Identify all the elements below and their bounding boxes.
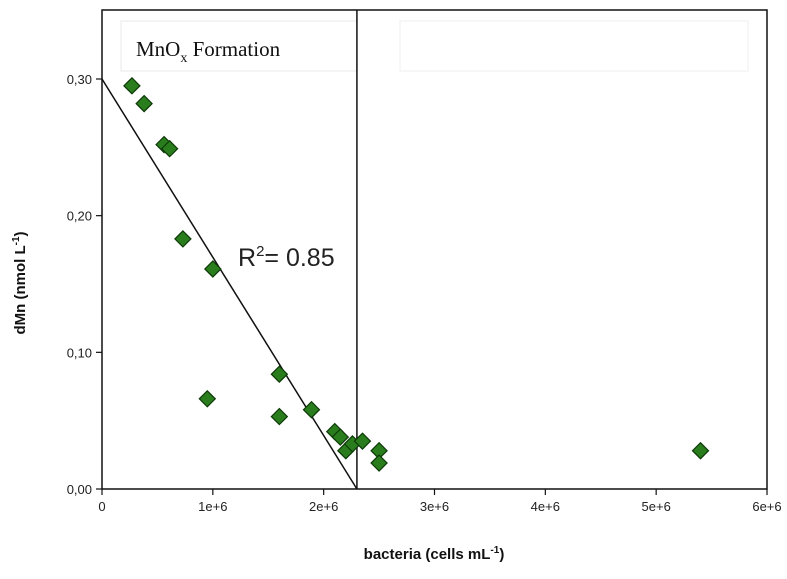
data-point	[198, 389, 217, 408]
data-point	[302, 400, 321, 419]
data-point	[174, 230, 192, 248]
x-tick-label: 5e+6	[642, 499, 671, 514]
region-label: MnOx Formation	[136, 37, 281, 66]
data-point	[331, 428, 350, 446]
data-point	[123, 76, 141, 95]
data-point	[160, 139, 179, 158]
empty-legend-box	[399, 20, 749, 72]
plot-area: 0 1e+6 2e+6 3e+6 4e+6 5e+6 6e+6 0,00 0,10 0,20 0,3…	[67, 9, 782, 514]
regression-line	[101, 78, 358, 490]
x-tick-label: 3e+6	[420, 499, 449, 514]
y-axis-title: dMn (nmol L-1)	[11, 231, 29, 334]
x-tick-label: 1e+6	[198, 499, 227, 514]
y-tick-label: 0,30	[67, 72, 92, 87]
y-tick-label: 0,10	[67, 345, 92, 360]
data-point	[135, 94, 153, 113]
y-tick-label: 0,00	[67, 482, 92, 497]
data-point	[691, 441, 710, 460]
plot-frame	[101, 9, 768, 490]
region-label-box: MnOx Formation	[120, 20, 358, 72]
data-point	[270, 407, 289, 426]
x-axis-title: bacteria (cells mL-1)	[364, 545, 505, 563]
x-tick-label: 0	[98, 499, 105, 514]
x-tick-label: 6e+6	[752, 499, 781, 514]
x-tick-label: 2e+6	[309, 499, 338, 514]
r-squared-annotation: R2= 0.85	[238, 243, 335, 272]
data-point	[203, 260, 222, 278]
data-point	[370, 454, 388, 472]
y-tick-label: 0,20	[67, 209, 92, 224]
data-point	[353, 432, 372, 451]
x-tick-label: 4e+6	[531, 499, 560, 514]
data-point	[270, 365, 289, 384]
